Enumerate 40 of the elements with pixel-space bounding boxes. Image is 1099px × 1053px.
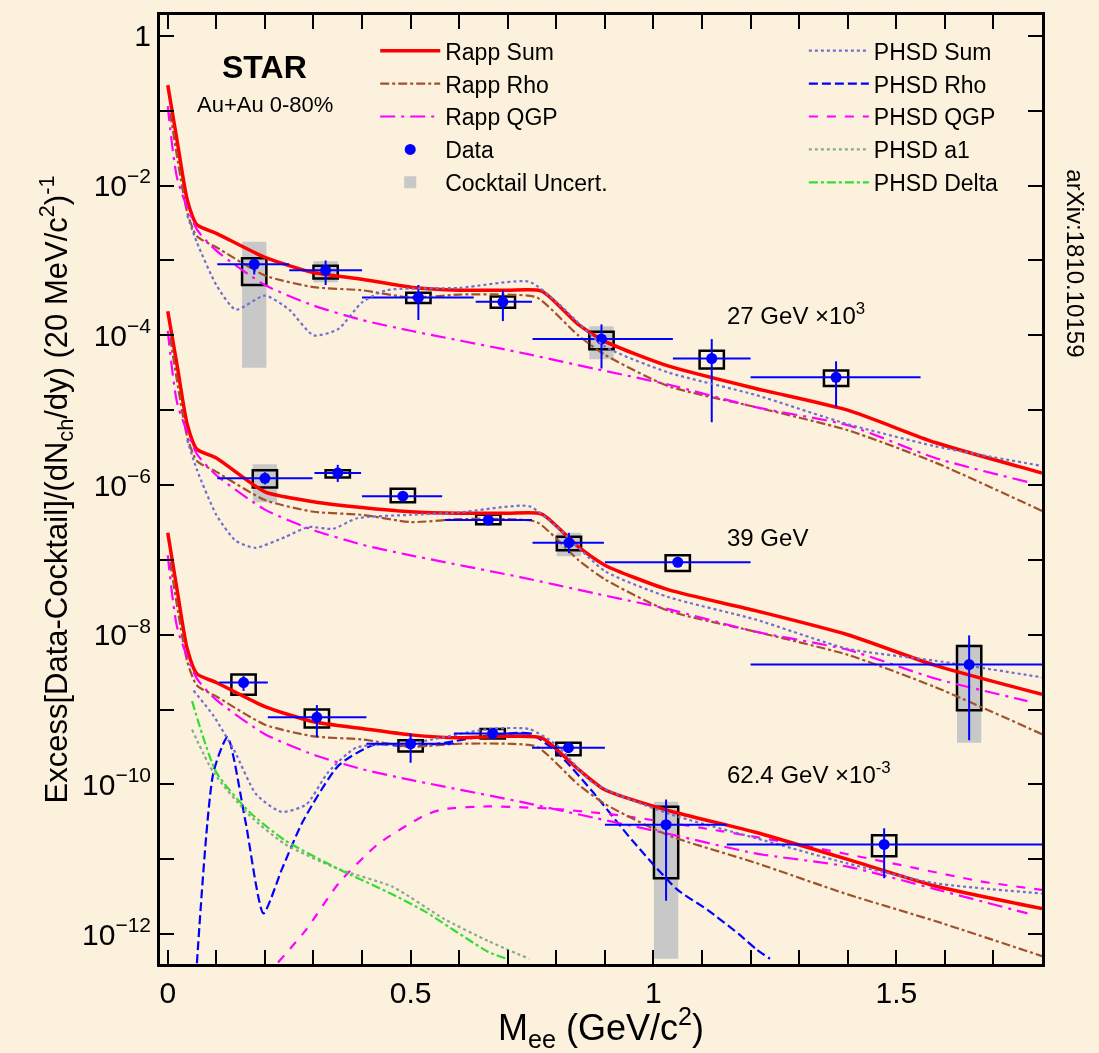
line-series [192, 689, 1042, 895]
x-tick-label: 1.5 [875, 976, 918, 1009]
legend-label: Rapp QGP [445, 104, 558, 131]
legend-label: PHSD Sum [873, 38, 992, 65]
legend-label: PHSD QGP [873, 104, 996, 131]
point [248, 258, 260, 270]
annotation: STAR [222, 49, 307, 85]
legend-label: Cocktail Uncert. [445, 170, 608, 197]
annotation: Au+Au 0-80% [197, 92, 334, 117]
y-tick-label: 10$^{−10}$ [82, 763, 151, 801]
legend-label: PHSD Delta [873, 170, 999, 197]
x-tick-label: 0.5 [389, 976, 432, 1009]
annotation: 62.4 GeV ×10$^{-3}$ [727, 758, 891, 789]
y-tick-label: 10$^{−12}$ [82, 913, 151, 951]
point [660, 819, 672, 831]
text: arXiv:1810.10159 [1062, 169, 1090, 358]
line-series [190, 699, 508, 960]
legend-label: Rapp Sum [445, 38, 554, 65]
bar [664, 554, 692, 573]
x-tick-label: 0 [159, 976, 177, 1009]
line-series [186, 214, 1042, 468]
point [963, 659, 975, 671]
y-tick-label: 10$^{−8}$ [93, 613, 151, 652]
y-tick-label: 10$^{−6}$ [93, 463, 151, 502]
legend-label: PHSD a1 [873, 137, 970, 164]
legend-label: Rapp Rho [445, 71, 549, 98]
annotation: 27 GeV ×10$^{3}$ [727, 299, 866, 330]
y-tick-label: 10$^{−2}$ [93, 164, 151, 203]
line-series [186, 438, 1042, 679]
point [482, 514, 494, 526]
bar [389, 487, 417, 504]
y-tick-label: 10$^{−4}$ [93, 314, 152, 352]
bar [489, 295, 517, 309]
legend-label: Data [445, 137, 494, 164]
bar [698, 349, 726, 370]
point [332, 467, 344, 479]
annotation: 39 GeV [727, 524, 809, 551]
legend-label: PHSD Rho [873, 71, 987, 98]
y-tick-label: 1 [134, 19, 151, 53]
line-series [190, 728, 531, 960]
